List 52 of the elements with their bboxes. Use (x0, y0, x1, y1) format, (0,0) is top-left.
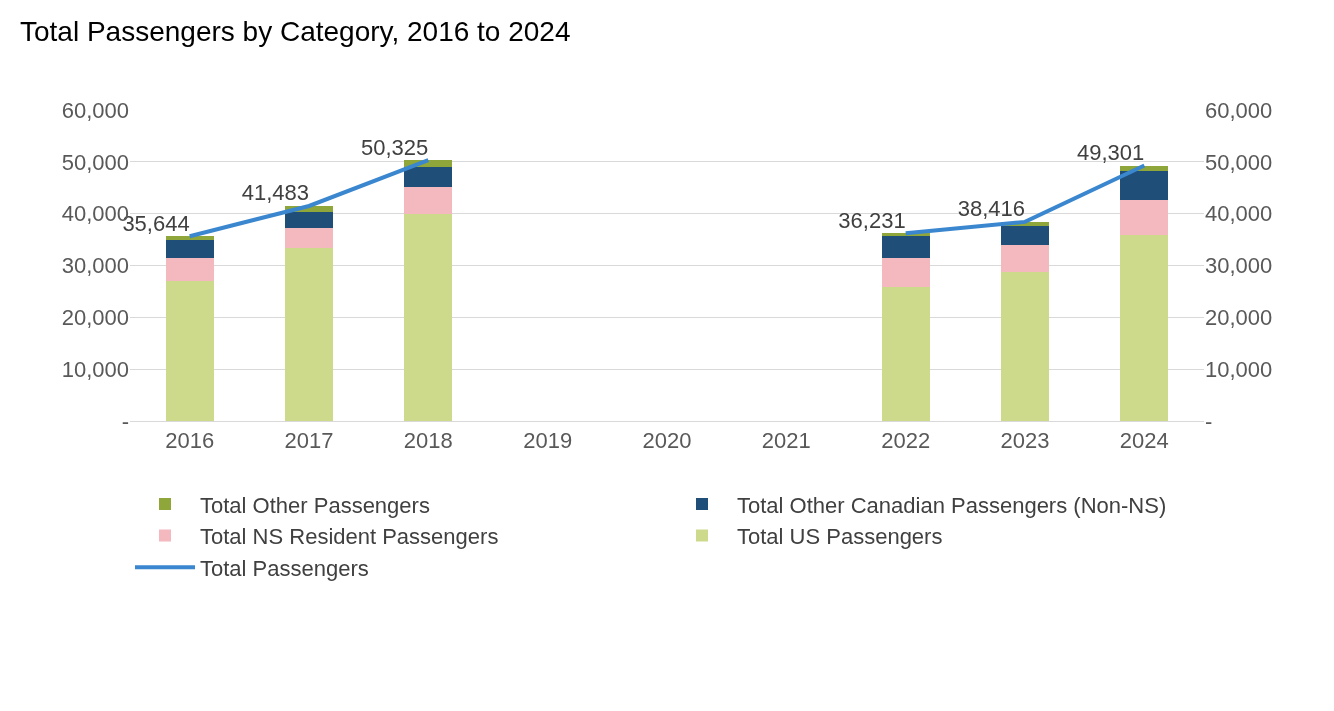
x-tick-label: 2022 (881, 428, 931, 454)
x-tick-label: 2018 (403, 428, 453, 454)
y-tick-label: 20,000 (61, 305, 129, 331)
y-tick-label: 60,000 (61, 97, 129, 123)
bar (1120, 235, 1169, 421)
x-tick-label: 2017 (284, 428, 334, 454)
bar (165, 258, 214, 281)
y2-tick-label: 30,000 (1205, 253, 1273, 279)
data-label: 49,301 (1077, 139, 1145, 165)
legend-label: Total Other Passengers (200, 492, 430, 518)
legend-label: Total NS Resident Passengers (200, 524, 499, 550)
legend-label: Total US Passengers (737, 524, 943, 550)
bar (1120, 170, 1169, 200)
bar (285, 227, 333, 249)
bar (881, 287, 930, 421)
bar (165, 280, 214, 421)
x-tick-label: 2020 (642, 428, 692, 454)
y-tick-label: 30,000 (61, 253, 129, 279)
x-tick-label: 2019 (523, 428, 573, 454)
x-tick-label: 2021 (761, 428, 811, 454)
bar (404, 187, 453, 214)
data-label: 50,325 (361, 134, 429, 160)
chart-title: Total Passengers by Category, 2016 to 2024 (20, 15, 571, 47)
y2-tick-label: - (1205, 408, 1213, 434)
bar (1001, 225, 1049, 246)
x-tick-label: 2023 (1000, 428, 1050, 454)
y2-tick-label: 50,000 (1205, 149, 1273, 175)
y2-tick-label: 40,000 (1205, 201, 1273, 227)
bar (165, 236, 214, 241)
bar (165, 240, 214, 259)
bar (285, 212, 333, 228)
bar (404, 213, 453, 421)
x-tick-label: 2016 (165, 428, 215, 454)
y2-tick-label: 10,000 (1205, 356, 1273, 382)
y-tick-label: - (121, 408, 129, 434)
x-tick-label: 2024 (1119, 428, 1169, 454)
legend-label: Total Other Canadian Passengers (Non-NS) (737, 492, 1167, 518)
legend-label: Total Passengers (200, 555, 369, 581)
y2-tick-label: 20,000 (1205, 305, 1273, 331)
bar (881, 235, 930, 259)
y2-tick-label: 60,000 (1205, 97, 1273, 123)
bar (881, 258, 930, 288)
bar (1001, 245, 1049, 273)
bar (285, 248, 333, 421)
bar (1120, 199, 1169, 236)
data-label: 36,231 (838, 207, 906, 233)
bar (404, 166, 453, 188)
y-tick-label: 10,000 (61, 356, 129, 382)
bar (1001, 272, 1049, 421)
data-label: 38,416 (957, 196, 1025, 222)
y-tick-label: 50,000 (61, 149, 129, 175)
data-label: 41,483 (241, 180, 309, 206)
